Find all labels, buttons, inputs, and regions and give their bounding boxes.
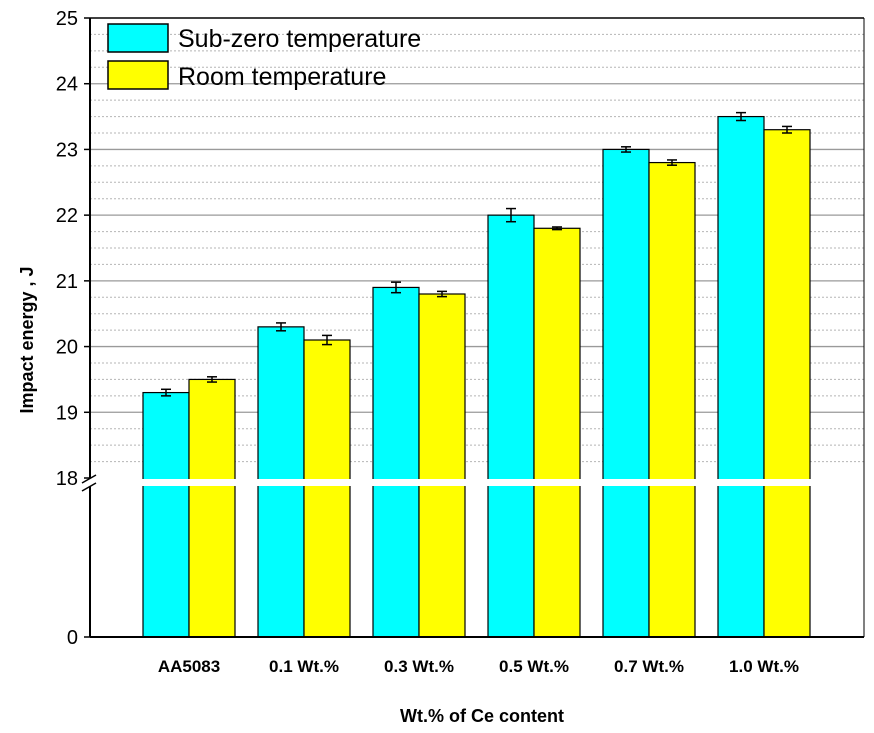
y-tick-label: 25 xyxy=(56,8,78,30)
x-tick-label: 1.0 Wt.% xyxy=(729,657,799,676)
x-tick-label: 0.3 Wt.% xyxy=(384,657,454,676)
bars xyxy=(142,115,811,638)
category-labels: AA5083 0.1 Wt.% 0.3 Wt.% 0.5 Wt.% 0.7 Wt.% 1.… xyxy=(158,657,799,676)
error-bars xyxy=(161,111,792,397)
bar-sub-zero-4 xyxy=(602,148,650,638)
bar-room-2 xyxy=(418,293,466,638)
y-tick-label: 24 xyxy=(56,74,78,96)
legend-label-sub-zero: Sub-zero temperature xyxy=(178,25,421,53)
axis-break-mark xyxy=(81,474,97,484)
y-tick-label: 18 xyxy=(56,468,78,490)
y-tick-label: 22 xyxy=(56,205,78,227)
x-tick-label: 0.7 Wt.% xyxy=(614,657,684,676)
y-tick-label: 20 xyxy=(56,337,78,359)
bar-sub-zero-5 xyxy=(717,115,765,638)
y-axis-title: Impact energy , J xyxy=(17,266,37,413)
bar-room-0 xyxy=(188,378,236,638)
tick-labels: 18 19 20 21 22 23 24 25 0 xyxy=(56,8,78,649)
legend-label-room: Room temperature xyxy=(178,63,386,91)
axis-break-mark xyxy=(81,482,97,492)
legend-swatch-sub-zero xyxy=(107,23,169,53)
x-axis-title: Wt.% of Ce content xyxy=(400,706,564,726)
axes xyxy=(81,17,865,638)
y-tick-label: 19 xyxy=(56,402,78,424)
legend-swatch-room xyxy=(107,60,169,90)
bar-room-4 xyxy=(648,161,696,638)
x-tick-label: 0.5 Wt.% xyxy=(499,657,569,676)
bar-room-1 xyxy=(303,339,351,638)
y-tick-label: 23 xyxy=(56,139,78,161)
y-tick-label: 0 xyxy=(67,627,78,649)
bar-room-5 xyxy=(763,129,811,638)
legend: Sub-zero temperature Room temperature xyxy=(107,23,421,91)
bar-room-3 xyxy=(533,227,581,638)
bar-sub-zero-0 xyxy=(142,391,190,638)
bar-sub-zero-3 xyxy=(487,214,535,638)
y-tick-label: 21 xyxy=(56,271,78,293)
bar-sub-zero-2 xyxy=(372,286,420,638)
x-tick-label: 0.1 Wt.% xyxy=(269,657,339,676)
axis-break-gap xyxy=(88,479,864,486)
x-tick-label: AA5083 xyxy=(158,657,220,676)
